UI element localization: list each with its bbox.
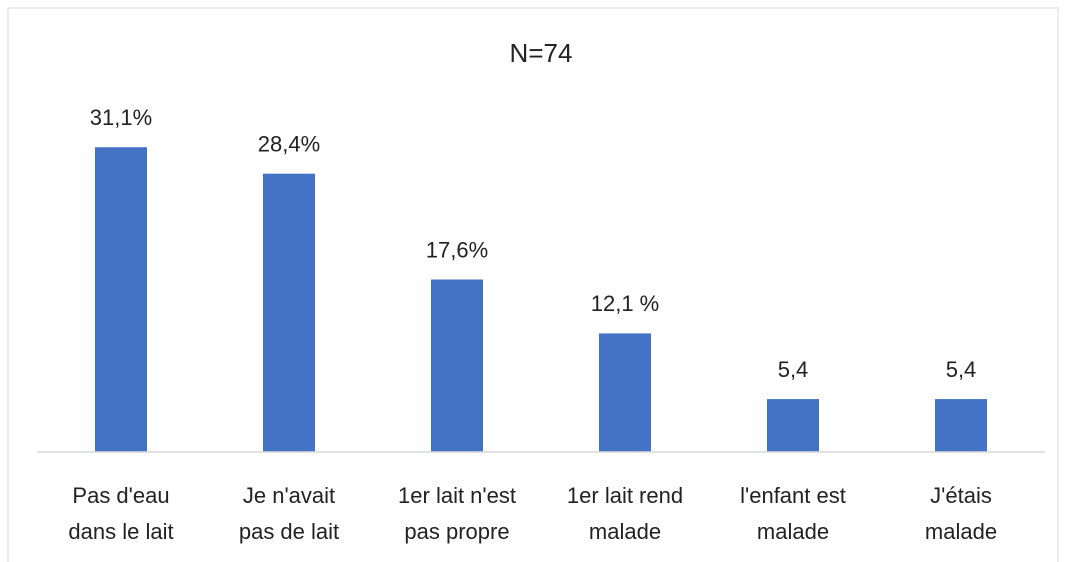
x-tick-label-line: malade: [925, 519, 997, 544]
x-tick-label: Je n'avait pas de lait: [239, 483, 339, 544]
x-tick-label: 1er lait n'est pas propre: [398, 483, 516, 544]
data-label: 12,1 %: [591, 291, 660, 316]
x-tick-label-line: 1er lait n'est: [398, 483, 516, 508]
x-tick-label: Pas d'eau dans le lait: [68, 483, 173, 544]
x-tick-label-line: 1er lait rend: [567, 483, 683, 508]
data-label: 31,1%: [90, 105, 152, 130]
data-label: 5,4: [946, 357, 977, 382]
bar: [599, 333, 651, 452]
x-tick-label: l'enfant est malade: [740, 483, 846, 544]
x-tick-label-line: l'enfant est: [740, 483, 846, 508]
x-tick-label: 1er lait rend malade: [567, 483, 683, 544]
bar: [263, 173, 315, 452]
data-label: 5,4: [778, 357, 809, 382]
x-tick-label-line: pas de lait: [239, 519, 339, 544]
chart-title: N=74: [510, 38, 573, 68]
x-tick-label: J'étais malade: [925, 483, 997, 544]
bar: [935, 399, 987, 452]
chart-frame: [7, 7, 1059, 562]
x-tick-label-line: pas propre: [404, 519, 509, 544]
x-tick-label-line: malade: [757, 519, 829, 544]
x-tick-label-line: Je n'avait: [243, 483, 335, 508]
x-tick-label-line: J'étais: [930, 483, 992, 508]
data-label: 17,6%: [426, 237, 488, 262]
bar: [95, 147, 147, 452]
bar: [431, 279, 483, 452]
x-tick-label-line: malade: [589, 519, 661, 544]
x-tick-label-line: dans le lait: [68, 519, 173, 544]
bar: [767, 399, 819, 452]
x-tick-label-line: Pas d'eau: [72, 483, 169, 508]
data-label: 28,4%: [258, 131, 320, 156]
